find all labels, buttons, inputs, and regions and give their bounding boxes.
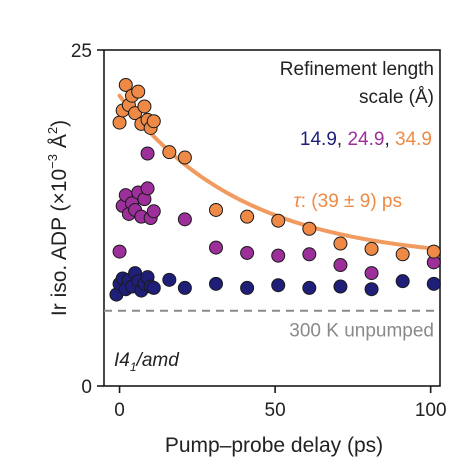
- data-point: [240, 280, 255, 295]
- data-points: [109, 77, 441, 302]
- data-point: [209, 276, 223, 291]
- y-ticks: 0 25: [71, 41, 104, 398]
- series-14-9: [109, 266, 441, 302]
- data-point: [302, 280, 317, 295]
- baseline-label: 300 K unpumped: [289, 321, 434, 342]
- data-point: [426, 244, 441, 259]
- data-point: [146, 204, 161, 219]
- series-34-9: [112, 77, 441, 262]
- legend-series-14-9: 14.9: [300, 129, 337, 150]
- data-point: [271, 278, 286, 293]
- x-tick-label: 0: [114, 400, 125, 421]
- data-point: [112, 115, 127, 130]
- data-point: [112, 244, 127, 259]
- space-group-base: I4: [114, 350, 130, 371]
- y-label-times: ×: [48, 192, 71, 204]
- legend-series: 14.9, 24.9, 34.9: [300, 129, 432, 150]
- plot-frame: [103, 49, 441, 387]
- data-point: [177, 212, 192, 227]
- data-point: [131, 84, 146, 99]
- data-point: [364, 282, 379, 297]
- data-point: [137, 99, 152, 114]
- legend-series-24-9: 24.9: [347, 129, 384, 150]
- x-tick-label: 100: [415, 400, 447, 421]
- data-point: [302, 247, 317, 262]
- data-point: [146, 114, 161, 129]
- data-point: [140, 146, 155, 161]
- data-point: [333, 236, 348, 251]
- space-group-label: I41/amd: [114, 350, 180, 374]
- data-point: [209, 240, 223, 255]
- x-tick-label: 50: [265, 400, 286, 421]
- legend-series-34-9: 34.9: [395, 129, 432, 150]
- data-point: [364, 241, 379, 256]
- data-point: [162, 272, 177, 287]
- legend-sep-1: ,: [337, 129, 348, 150]
- data-point: [240, 245, 255, 260]
- data-point: [333, 258, 348, 273]
- data-point: [209, 202, 223, 217]
- data-point: [146, 280, 161, 295]
- data-point: [271, 248, 286, 263]
- y-tick-label: 25: [71, 41, 92, 62]
- data-point: [128, 106, 143, 121]
- y-tick-label: 0: [81, 377, 92, 398]
- space-group-suffix: /amd: [135, 350, 181, 371]
- x-ticks: 0 50 100: [114, 386, 447, 421]
- data-point: [118, 77, 133, 92]
- x-axis-label: Pump–probe delay (ps): [165, 434, 383, 457]
- y-label-suffix: ): [48, 120, 71, 127]
- fit-tau-value: : (39 ± 9) ps: [301, 191, 402, 212]
- legend-title-line1: Refinement length: [280, 59, 434, 80]
- data-point: [271, 213, 286, 228]
- data-point: [240, 209, 255, 224]
- y-label-unit-exp: 2: [45, 127, 60, 134]
- data-point: [162, 145, 177, 160]
- legend-title-line2: scale (Å): [359, 87, 434, 108]
- y-label-unit: Å: [48, 134, 71, 154]
- data-point: [395, 274, 410, 289]
- y-label-exp: −3: [45, 154, 60, 169]
- data-point: [333, 279, 348, 294]
- axes-frame: [103, 49, 441, 387]
- data-point: [302, 221, 317, 236]
- y-axis-label: Ir iso. ADP (×10−3 Å2): [45, 120, 71, 316]
- series-24-9: [112, 146, 441, 281]
- legend-sep-2: ,: [384, 129, 395, 150]
- data-point: [177, 150, 192, 165]
- data-point: [140, 181, 155, 196]
- data-point: [395, 247, 410, 262]
- fit-tau-symbol: τ: [294, 191, 303, 212]
- space-group-sub: 1: [130, 360, 137, 374]
- data-point: [177, 280, 192, 295]
- y-label-base: 10: [48, 169, 71, 192]
- y-label-prefix: Ir iso. ADP (: [48, 204, 71, 316]
- data-point: [426, 276, 441, 291]
- data-point: [364, 266, 379, 281]
- fit-label: τ: (39 ± 9) ps: [294, 191, 402, 212]
